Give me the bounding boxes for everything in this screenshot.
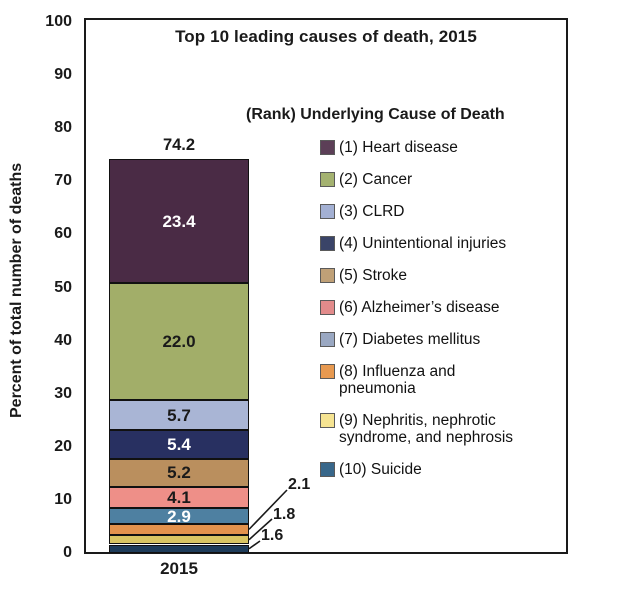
segment-value-label: 23.4 [162, 211, 196, 231]
legend-swatch-icon [320, 462, 335, 477]
legend-item-label: (6) Alzheimer’s disease [339, 299, 500, 316]
legend-item-5: (5) Stroke [320, 267, 558, 284]
legend-item-1: (1) Heart disease [320, 139, 558, 156]
y-tick-label: 80 [54, 119, 72, 137]
legend-item-label: (2) Cancer [339, 171, 413, 188]
legend-title: (Rank) Underlying Cause of Death [246, 106, 505, 123]
legend-item-8: (8) Influenza and pneumonia [320, 363, 558, 397]
segment-value-label: 22.0 [162, 332, 196, 352]
bar-total-label: 74.2 [162, 136, 196, 154]
y-tick-label: 70 [54, 172, 72, 190]
bar-segment-rank-1: 23.4 [109, 158, 249, 284]
y-tick-label: 90 [54, 66, 72, 84]
bar-segment-rank-4: 5.4 [109, 430, 249, 459]
legend-item-label: (1) Heart disease [339, 139, 458, 156]
legend-item-label: (5) Stroke [339, 267, 408, 284]
legend-item-label: (4) Unintentional injuries [339, 235, 507, 252]
chart-title: Top 10 leading causes of death, 2015 [175, 27, 477, 46]
y-tick-label: 0 [63, 544, 72, 561]
legend-item-label: (3) CLRD [339, 203, 405, 220]
y-tick-label: 50 [54, 278, 72, 296]
bar-segment-rank-6: 4.1 [109, 486, 249, 509]
y-tick-label: 40 [54, 331, 72, 349]
legend-swatch-icon [320, 332, 335, 347]
callout-value-label: 2.1 [288, 476, 311, 493]
legend-item-10: (10) Suicide [320, 461, 558, 478]
y-tick-label: 20 [54, 437, 72, 455]
segment-value-label: 4.1 [167, 488, 191, 507]
legend-swatch-icon [320, 172, 335, 187]
legend-item-4: (4) Unintentional injuries [320, 235, 558, 252]
y-tick-label: 30 [54, 384, 72, 402]
y-tick-label: 100 [45, 13, 72, 30]
legend-item-2: (2) Cancer [320, 171, 558, 188]
legend-item-label: (10) Suicide [339, 461, 422, 478]
legend-item-9: (9) Nephritis, nephrotic syndrome, and n… [320, 412, 558, 446]
y-tick-label: 60 [54, 225, 72, 243]
segment-value-label: 5.4 [167, 435, 191, 455]
legend-swatch-icon [320, 413, 335, 428]
legend-item-label: (9) Nephritis, nephrotic syndrome, and n… [339, 412, 514, 446]
segment-value-label: 5.7 [167, 405, 191, 425]
legend-item-7: (7) Diabetes mellitus [320, 331, 558, 348]
legend-swatch-icon [320, 236, 335, 251]
segment-value-label: 5.2 [167, 463, 191, 483]
callout-value-label: 1.6 [261, 527, 284, 544]
legend-swatch-icon [320, 300, 335, 315]
legend-items: (1) Heart disease (2) Cancer (3) CLRD (4) U… [320, 139, 558, 478]
legend-item-label: (7) Diabetes mellitus [339, 331, 481, 348]
legend-swatch-icon [320, 140, 335, 155]
bar-segment-rank-2: 22.0 [109, 283, 249, 401]
bar-segment-rank-9 [109, 534, 249, 545]
legend-swatch-icon [320, 364, 335, 379]
bar-segment-rank-10 [109, 544, 249, 553]
legend-item-label: (8) Influenza and pneumonia [339, 363, 456, 397]
x-axis-category-label: 2015 [160, 559, 198, 578]
y-tick-label: 10 [54, 490, 72, 508]
legend-item-6: (6) Alzheimer’s disease [320, 299, 558, 316]
legend-swatch-icon [320, 204, 335, 219]
bar-segment-rank-7: 2.9 [109, 506, 249, 526]
callout-value-label: 1.8 [273, 506, 296, 523]
legend-swatch-icon [320, 268, 335, 283]
bar-segment-rank-3: 5.7 [109, 400, 249, 431]
segment-value-label: 2.9 [167, 506, 191, 526]
bar-segment-rank-5: 5.2 [109, 459, 249, 487]
legend-item-3: (3) CLRD [320, 203, 558, 220]
